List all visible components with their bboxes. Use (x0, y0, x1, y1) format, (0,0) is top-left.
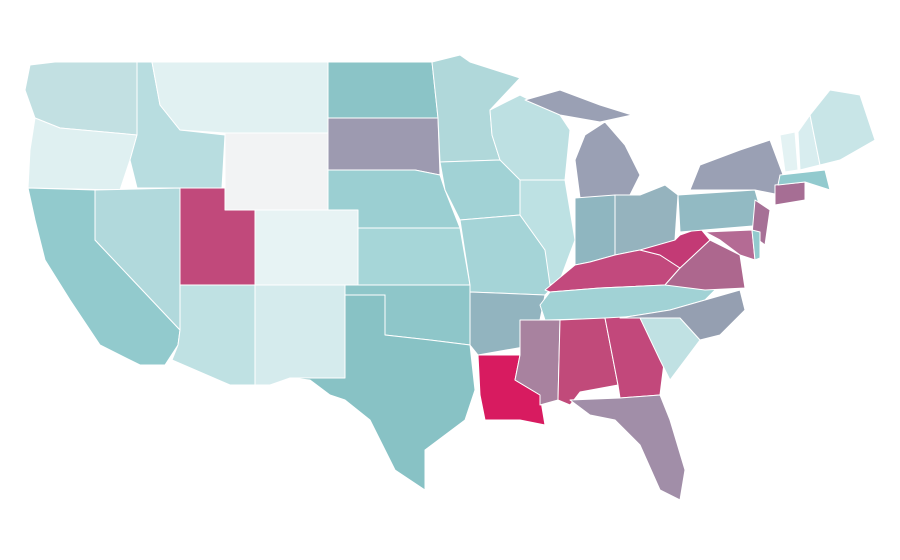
state (524, 89, 633, 123)
state (639, 227, 711, 269)
state (774, 181, 806, 206)
state (619, 289, 746, 341)
state (569, 394, 686, 501)
state (171, 284, 256, 386)
state (289, 294, 476, 491)
state (254, 209, 359, 286)
state (357, 227, 471, 286)
state (704, 229, 756, 261)
state (254, 284, 346, 386)
state (809, 89, 876, 166)
state (224, 132, 329, 211)
state (689, 139, 786, 196)
state (777, 169, 831, 191)
state (574, 121, 641, 199)
state (779, 131, 799, 173)
state (751, 229, 761, 261)
state (574, 194, 616, 266)
state (151, 61, 329, 134)
state (677, 189, 766, 233)
state (27, 117, 138, 191)
state (327, 61, 439, 119)
state (327, 117, 441, 176)
